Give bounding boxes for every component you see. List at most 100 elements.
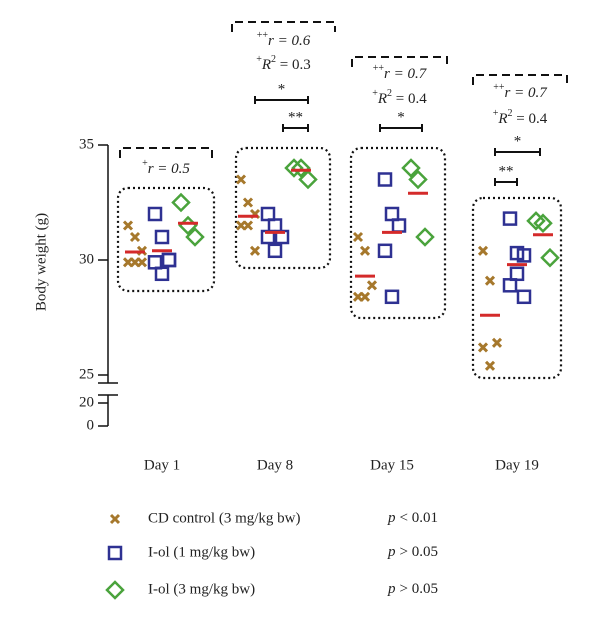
y-tick-label: 20 xyxy=(79,394,94,410)
diamond-point xyxy=(540,247,560,268)
sig-bracket xyxy=(494,178,518,186)
stat-label: +R2 = 0.4 xyxy=(493,108,548,127)
sig-bracket xyxy=(494,148,541,156)
stat-label: ++r = 0.7 xyxy=(493,82,548,101)
group-box xyxy=(234,146,332,270)
square-point xyxy=(161,252,177,268)
y-tick-label: 35 xyxy=(79,136,94,152)
legend-label: CD control (3 mg/kg bw) xyxy=(148,510,300,526)
y-tick-label: 25 xyxy=(79,366,94,382)
x-tick-label: Day 15 xyxy=(370,457,414,473)
cd-point xyxy=(249,245,261,256)
sig-label: * xyxy=(397,109,405,125)
legend-p-label: p xyxy=(387,510,396,526)
stat-sup: 2 xyxy=(271,54,276,65)
diamond-point xyxy=(408,169,428,190)
square-point xyxy=(391,218,407,233)
diamond-point xyxy=(533,213,553,233)
cd-point xyxy=(352,231,364,243)
square-point xyxy=(154,229,170,245)
cd-point xyxy=(242,220,254,231)
stat-bracket xyxy=(351,56,448,67)
square-point xyxy=(384,206,400,222)
y-axis-label: Body weight (g) xyxy=(33,213,49,311)
legend-p-value: > 0.05 xyxy=(400,581,438,597)
cd-point xyxy=(491,337,503,348)
stat-prefix: + xyxy=(142,158,148,169)
stat-bracket xyxy=(119,147,213,158)
legend-p-label: p xyxy=(387,581,396,597)
diamond-point xyxy=(284,158,304,178)
stat-prefix: ++ xyxy=(257,30,269,41)
square-point xyxy=(154,266,170,282)
stat-label: +R2 = 0.4 xyxy=(372,88,427,107)
stat-text: r = 0.6 xyxy=(268,33,311,49)
legend-entry: CD control (3 mg/kg bw) p < 0.01 xyxy=(109,510,438,526)
square-point xyxy=(502,278,518,293)
stat-rest: = 0.4 xyxy=(392,91,427,107)
legend-p: p > 0.05 xyxy=(387,581,438,597)
square-point xyxy=(260,206,276,222)
sig-label: ** xyxy=(499,163,514,179)
square-point xyxy=(107,545,123,561)
legend-p-value: < 0.01 xyxy=(400,510,438,526)
y-tick-label: 30 xyxy=(79,251,94,267)
stat-label: ++r = 0.7 xyxy=(373,63,428,82)
legend-label: I-ol (1 mg/kg bw) xyxy=(148,544,255,560)
stat-prefix: ++ xyxy=(493,82,505,93)
diamond-point xyxy=(185,227,205,247)
cd-point xyxy=(235,174,247,185)
stat-sup: 2 xyxy=(387,88,392,99)
stat-prefix: + xyxy=(256,54,262,65)
cd-point xyxy=(359,245,371,256)
stat-rest: = 0.4 xyxy=(513,111,548,127)
stat-rest: = 0.3 xyxy=(276,57,311,73)
square-point xyxy=(384,289,400,305)
stat-prefix: ++ xyxy=(373,63,385,74)
cd-point xyxy=(242,197,254,208)
stat-label: +r = 0.5 xyxy=(142,158,190,177)
diamond-point xyxy=(401,158,421,178)
stat-text: r = 0.7 xyxy=(505,85,549,101)
square-point xyxy=(502,211,518,226)
square-point xyxy=(509,266,525,282)
square-point xyxy=(147,255,163,270)
diamond-point xyxy=(298,169,318,190)
cd-point xyxy=(484,360,496,371)
cd-point xyxy=(109,513,121,525)
square-point xyxy=(516,248,532,263)
cd-point xyxy=(484,275,496,286)
sig-bracket xyxy=(282,124,309,132)
stat-sup: 2 xyxy=(508,108,513,119)
x-tick-label: Day 19 xyxy=(495,457,539,473)
cd-point xyxy=(477,342,489,353)
sig-label: * xyxy=(278,81,286,97)
stat-text: r = 0.5 xyxy=(148,161,191,177)
legend-p-label: p xyxy=(387,544,396,560)
square-point xyxy=(377,172,393,187)
cd-point xyxy=(359,291,371,302)
stat-label: ++r = 0.6 xyxy=(257,30,311,49)
legend-p-value: > 0.05 xyxy=(400,544,438,560)
stat-prefix: + xyxy=(372,88,378,99)
diamond-point xyxy=(105,580,125,600)
legend-entry: I-ol (1 mg/kg bw) p > 0.05 xyxy=(107,544,438,561)
stat-text: R xyxy=(261,57,271,73)
y-tick-label: 0 xyxy=(87,417,95,433)
square-point xyxy=(267,218,283,233)
diamond-point xyxy=(171,192,191,213)
diamond-point xyxy=(291,158,311,178)
cd-point xyxy=(129,231,141,243)
x-tick-label: Day 8 xyxy=(257,457,293,473)
stat-text: R xyxy=(497,111,507,127)
square-point xyxy=(161,252,177,268)
legend-p: p < 0.01 xyxy=(387,510,438,526)
legend-label: I-ol (3 mg/kg bw) xyxy=(148,581,255,597)
sig-bracket xyxy=(379,124,423,132)
stat-bracket xyxy=(231,21,336,32)
square-point xyxy=(147,206,163,222)
cd-point xyxy=(136,257,148,268)
square-point xyxy=(267,243,283,259)
legend-p: p > 0.05 xyxy=(387,544,438,560)
